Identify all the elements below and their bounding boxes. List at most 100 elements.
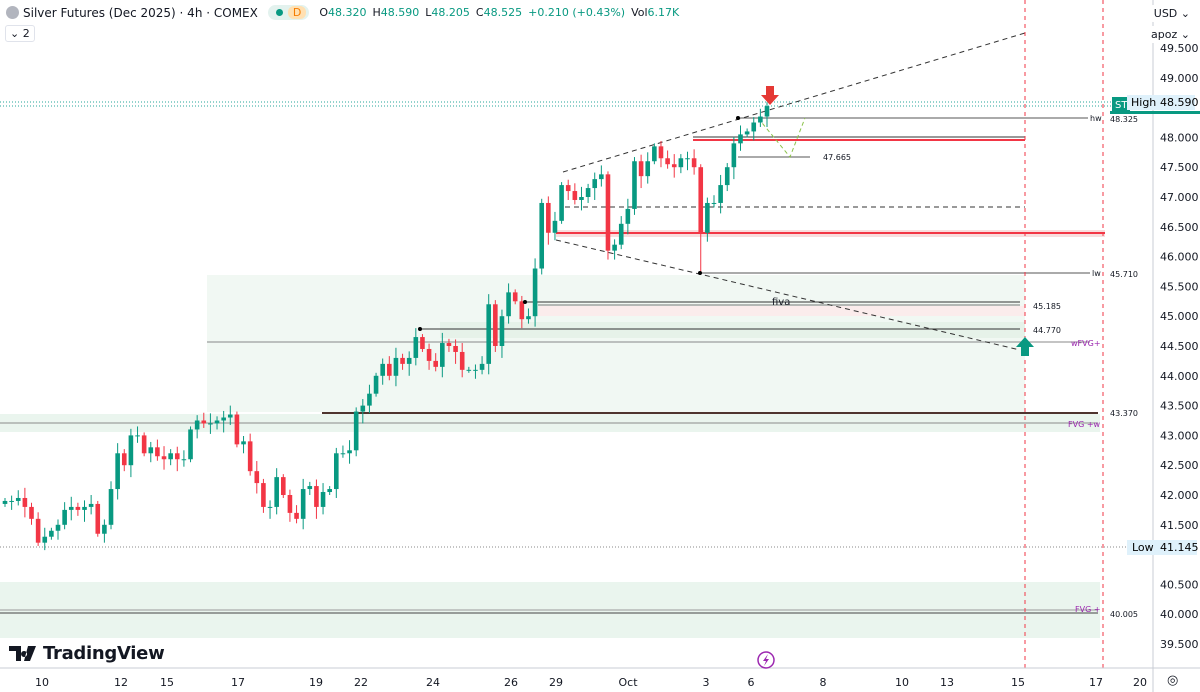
price-tick: 44.500 xyxy=(1160,340,1199,353)
candle xyxy=(585,183,591,203)
time-tick: 17 xyxy=(1089,676,1103,689)
chevron-down-icon: ⌄ xyxy=(1180,28,1190,41)
candle xyxy=(247,433,253,476)
candle xyxy=(267,500,273,519)
candle xyxy=(685,151,690,171)
candle xyxy=(453,339,458,364)
channel-upper xyxy=(562,32,1026,173)
price-tick: 39.500 xyxy=(1160,638,1199,651)
arrow-down-icon xyxy=(761,86,779,105)
candle xyxy=(300,478,306,530)
pivot-dot xyxy=(523,300,527,304)
value-44770: 44.770 xyxy=(1033,326,1061,335)
lightning-icon[interactable] xyxy=(757,651,775,669)
time-tick: 12 xyxy=(114,676,128,689)
fiva-value: 45.185 xyxy=(1033,302,1061,311)
hw-label: hw xyxy=(1090,114,1102,123)
price-tick: 49.000 xyxy=(1160,72,1199,85)
high-label: High xyxy=(1131,96,1156,109)
zone-44770 xyxy=(440,322,1025,338)
candle xyxy=(360,399,366,424)
candle xyxy=(102,519,107,543)
candle xyxy=(718,174,723,214)
candle xyxy=(486,294,492,375)
candle xyxy=(241,435,246,454)
indicators-toggle[interactable]: ⌄ 2 xyxy=(5,25,35,42)
candle xyxy=(334,447,339,498)
mid-value: 47.665 xyxy=(823,153,851,162)
candle xyxy=(565,179,571,200)
tradingview-logo[interactable]: TradingView xyxy=(9,643,165,664)
candle xyxy=(141,432,147,457)
candle xyxy=(506,283,511,324)
time-tick: 26 xyxy=(504,676,518,689)
candle xyxy=(658,140,664,168)
candles xyxy=(2,102,770,551)
scale-button[interactable]: apoz ⌄ xyxy=(1147,26,1194,43)
candle xyxy=(320,483,326,515)
volume: Vol6.17K xyxy=(631,6,680,19)
settings-icon[interactable]: ◎ xyxy=(1167,673,1179,688)
candle xyxy=(121,449,127,472)
candle xyxy=(128,428,134,478)
time-tick: 8 xyxy=(820,676,827,689)
candle xyxy=(426,343,432,370)
time-tick: 17 xyxy=(231,676,245,689)
candle xyxy=(353,407,359,457)
price-axis[interactable]: 49.500 49.000 48.000 47.500 47.000 46.500 46.0… xyxy=(1160,42,1199,651)
time-tick: 6 xyxy=(748,676,755,689)
candle xyxy=(274,468,279,515)
candle xyxy=(532,258,538,327)
candle xyxy=(261,478,266,513)
time-tick: 20 xyxy=(1133,676,1147,689)
candle xyxy=(108,481,114,530)
market-status[interactable]: D xyxy=(267,5,310,20)
candle xyxy=(35,512,41,546)
candle xyxy=(751,117,757,141)
candle xyxy=(539,198,545,275)
candle xyxy=(188,426,193,463)
time-tick: 19 xyxy=(309,676,323,689)
symbol-header: Silver Futures (Dec 2025) · 4h · COMEX D… xyxy=(6,5,685,20)
candle xyxy=(55,519,61,540)
fiva-label: fiva xyxy=(772,297,790,308)
lw-value: 45.710 xyxy=(1110,270,1138,279)
candle xyxy=(618,216,624,250)
time-tick: 22 xyxy=(354,676,368,689)
time-tick: Oct xyxy=(618,676,638,689)
price-tick: 40.000 xyxy=(1160,608,1199,621)
candle xyxy=(473,364,478,379)
candle xyxy=(22,487,28,518)
symbol-title[interactable]: Silver Futures (Dec 2025) · 4h · COMEX xyxy=(23,5,258,20)
candle xyxy=(493,300,498,352)
fvg-zone-weekly xyxy=(207,275,1025,412)
ohlc-close: C48.525 xyxy=(475,6,523,19)
candle xyxy=(181,450,187,467)
candle xyxy=(678,154,684,174)
time-tick: 15 xyxy=(1011,676,1025,689)
low-label: Low xyxy=(1132,541,1154,554)
candle xyxy=(479,356,485,375)
current-price-marker xyxy=(1110,111,1200,114)
candle xyxy=(612,239,617,260)
time-axis[interactable]: 10 12 15 17 19 22 24 26 29 Oct 3 6 8 10 13 15 17 20 xyxy=(35,676,1147,689)
candle xyxy=(294,505,299,524)
ohlc-high: H48.590 xyxy=(372,6,420,19)
candle xyxy=(373,372,379,397)
candle xyxy=(254,461,260,494)
candle xyxy=(625,198,631,235)
time-tick: 15 xyxy=(160,676,174,689)
candle xyxy=(367,384,372,414)
candle xyxy=(15,490,21,506)
zone-red-45 xyxy=(538,306,1025,316)
candle xyxy=(314,479,319,519)
candle xyxy=(340,445,346,458)
candle xyxy=(280,474,286,498)
candle xyxy=(671,154,677,178)
price-tick: 45.000 xyxy=(1160,310,1199,323)
candle xyxy=(691,149,697,175)
currency-button[interactable]: USD ⌄ xyxy=(1149,5,1194,22)
price-tick: 47.000 xyxy=(1160,191,1199,204)
chevron-down-icon: ⌄ xyxy=(1180,7,1190,20)
